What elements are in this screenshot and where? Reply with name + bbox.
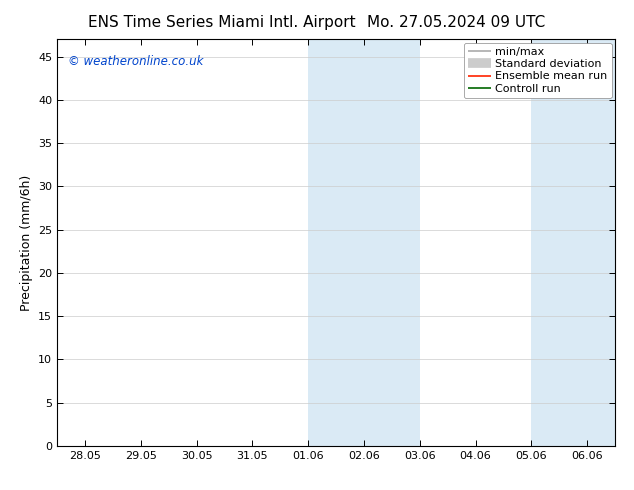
Y-axis label: Precipitation (mm/6h): Precipitation (mm/6h)	[20, 174, 32, 311]
Text: Mo. 27.05.2024 09 UTC: Mo. 27.05.2024 09 UTC	[367, 15, 546, 30]
Text: © weatheronline.co.uk: © weatheronline.co.uk	[68, 55, 204, 69]
Legend: min/max, Standard deviation, Ensemble mean run, Controll run: min/max, Standard deviation, Ensemble me…	[464, 43, 612, 98]
Bar	[531, 39, 615, 446]
Text: ENS Time Series Miami Intl. Airport: ENS Time Series Miami Intl. Airport	[88, 15, 356, 30]
Bar	[308, 39, 420, 446]
